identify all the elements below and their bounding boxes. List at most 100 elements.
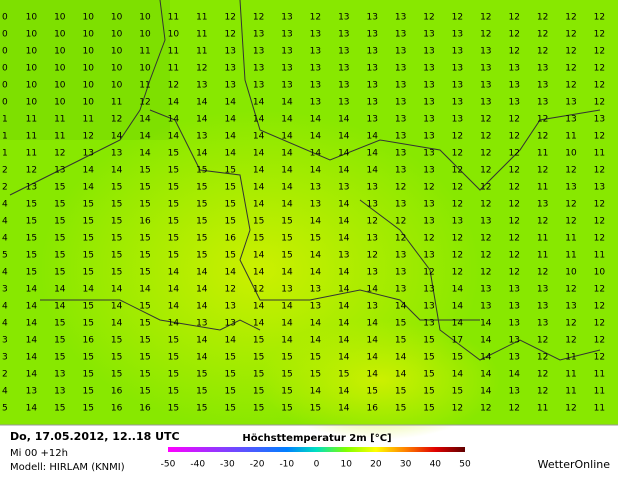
temperature-value: 15 bbox=[139, 319, 150, 329]
temperature-value: 14 bbox=[452, 302, 464, 312]
temperature-value: 12 bbox=[480, 30, 491, 40]
temperature-value: 11 bbox=[168, 64, 179, 74]
temperature-value: 14 bbox=[253, 98, 265, 108]
temperature-value: 12 bbox=[594, 302, 605, 312]
temperature-value: 12 bbox=[594, 217, 605, 227]
temperature-value: 13 bbox=[281, 81, 292, 91]
temperature-value: 15 bbox=[82, 268, 93, 278]
temperature-value: 11 bbox=[537, 183, 548, 193]
temperature-value: 4 bbox=[2, 200, 8, 210]
temperature-value: 15 bbox=[253, 404, 264, 414]
temperature-value: 14 bbox=[310, 217, 322, 227]
temperature-value: 12 bbox=[594, 285, 605, 295]
temperature-value: 11 bbox=[196, 13, 207, 23]
temperature-value: 12 bbox=[565, 217, 576, 227]
temperature-value: 13 bbox=[423, 132, 434, 142]
temperature-value: 13 bbox=[508, 64, 519, 74]
temperature-value: 14 bbox=[395, 353, 407, 363]
temperature-value: 13 bbox=[452, 47, 463, 57]
temperature-value: 14 bbox=[26, 404, 38, 414]
temperature-value: 12 bbox=[508, 30, 519, 40]
temperature-value: 15 bbox=[168, 234, 179, 244]
temperature-value: 13 bbox=[565, 302, 576, 312]
temperature-value: 15 bbox=[196, 183, 207, 193]
temperature-value: 15 bbox=[168, 370, 179, 380]
temperature-value: 12 bbox=[423, 13, 434, 23]
temperature-value: 12 bbox=[565, 13, 576, 23]
temperature-value: 15 bbox=[82, 404, 93, 414]
temperature-value: 12 bbox=[452, 200, 463, 210]
temperature-value: 4 bbox=[2, 319, 8, 329]
temperature-value: 12 bbox=[537, 268, 548, 278]
temperature-value: 15 bbox=[423, 387, 434, 397]
temperature-value: 10 bbox=[54, 30, 66, 40]
temperature-value: 12 bbox=[565, 30, 576, 40]
temperature-value: 14 bbox=[26, 353, 38, 363]
temperature-value: 14 bbox=[224, 336, 236, 346]
temperature-value: 13 bbox=[395, 98, 406, 108]
temperature-value: 15 bbox=[139, 234, 150, 244]
temperature-value: 15 bbox=[139, 166, 150, 176]
temperature-value: 14 bbox=[196, 302, 208, 312]
temperature-value: 16 bbox=[111, 404, 123, 414]
temperature-value: 15 bbox=[395, 404, 406, 414]
temperature-value: 14 bbox=[310, 251, 322, 261]
legend-tick-label: -40 bbox=[190, 460, 205, 470]
temperature-value: 13 bbox=[480, 217, 491, 227]
temperature-value: 13 bbox=[423, 64, 434, 74]
temperature-value: 10 bbox=[168, 30, 180, 40]
temperature-value: 14 bbox=[26, 319, 38, 329]
legend-tick-label: 0 bbox=[314, 460, 320, 470]
temperature-value: 14 bbox=[310, 115, 322, 125]
temperature-value: 13 bbox=[26, 183, 37, 193]
temperature-value: 14 bbox=[338, 217, 350, 227]
temperature-value: 15 bbox=[139, 353, 150, 363]
temperature-value: 12 bbox=[423, 268, 434, 278]
temperature-value: 10 bbox=[565, 149, 577, 159]
temperature-value: 14 bbox=[224, 149, 236, 159]
temperature-value: 13 bbox=[537, 285, 548, 295]
temperature-value: 14 bbox=[310, 387, 322, 397]
temperature-value: 14 bbox=[253, 132, 265, 142]
temperature-value: 12 bbox=[452, 166, 463, 176]
temperature-value: 11 bbox=[565, 353, 576, 363]
temperature-value: 15 bbox=[423, 336, 434, 346]
temperature-value: 11 bbox=[196, 30, 207, 40]
temperature-value: 15 bbox=[139, 251, 150, 261]
temperature-value: 12 bbox=[537, 166, 548, 176]
temperature-value: 14 bbox=[338, 268, 350, 278]
temperature-value: 14 bbox=[281, 200, 293, 210]
temperature-value: 13 bbox=[423, 166, 434, 176]
temperature-value: 13 bbox=[224, 47, 235, 57]
temperature-value: 15 bbox=[423, 370, 434, 380]
temperature-value: 10 bbox=[54, 98, 66, 108]
temperature-value: 12 bbox=[452, 234, 463, 244]
temperature-value: 14 bbox=[281, 319, 293, 329]
temperature-value: 10 bbox=[54, 64, 66, 74]
temperature-value: 16 bbox=[224, 234, 236, 244]
temperature-value: 14 bbox=[253, 319, 265, 329]
temperature-value: 14 bbox=[82, 183, 94, 193]
temperature-value: 12 bbox=[537, 115, 548, 125]
temperature-value: 11 bbox=[594, 404, 605, 414]
temperature-value: 14 bbox=[366, 353, 378, 363]
temperature-value: 13 bbox=[480, 64, 491, 74]
temperature-value: 13 bbox=[452, 217, 463, 227]
temperature-value: 14 bbox=[26, 285, 38, 295]
temperature-value: 12 bbox=[423, 183, 434, 193]
temperature-value: 14 bbox=[253, 268, 265, 278]
temperature-value: 16 bbox=[82, 336, 94, 346]
temperature-value: 13 bbox=[395, 30, 406, 40]
temperature-value: 13 bbox=[281, 47, 292, 57]
temperature-value: 14 bbox=[281, 132, 293, 142]
temperature-value: 12 bbox=[594, 166, 605, 176]
temperature-value: 13 bbox=[452, 64, 463, 74]
temperature-value: 14 bbox=[139, 132, 151, 142]
temperature-value: 3 bbox=[2, 353, 8, 363]
temperature-value: 13 bbox=[338, 251, 349, 261]
temperature-value: 13 bbox=[565, 183, 576, 193]
temperature-value: 14 bbox=[338, 149, 350, 159]
temperature-value: 15 bbox=[54, 336, 65, 346]
temperature-value: 10 bbox=[594, 268, 606, 278]
temperature-value: 12 bbox=[111, 115, 122, 125]
